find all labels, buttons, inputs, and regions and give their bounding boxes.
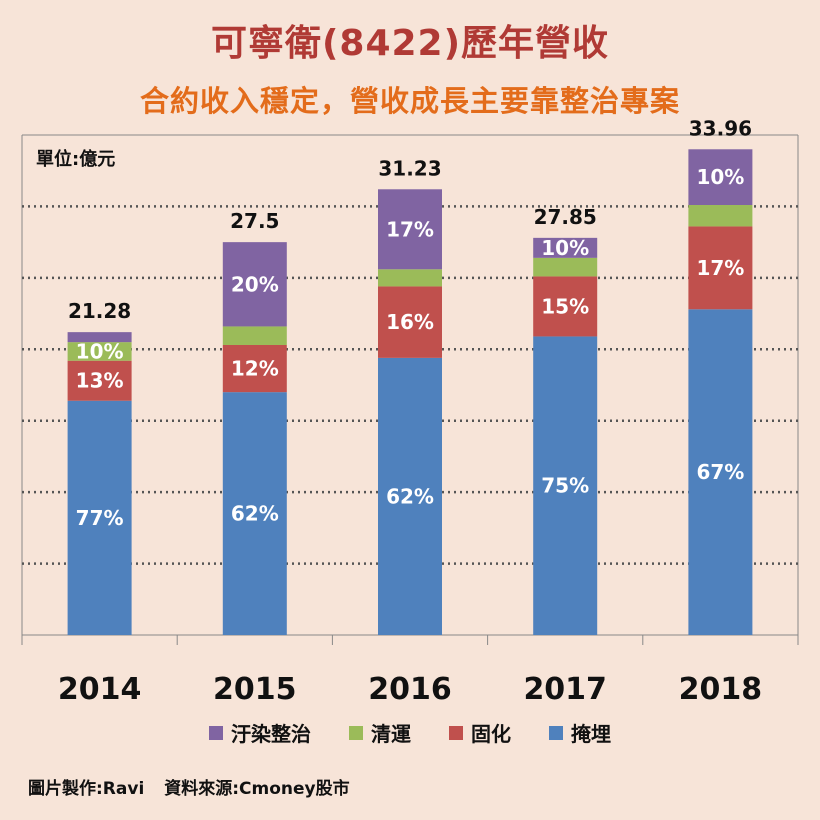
legend-swatch-pollution	[209, 725, 223, 740]
bar-segment	[378, 269, 442, 287]
segment-label: 17%	[696, 256, 744, 280]
legend-label-solidification: 固化	[471, 722, 511, 746]
x-tick-label: 2018	[679, 672, 763, 707]
footer-credit: 圖片製作:Ravi	[28, 779, 145, 799]
bar-segment	[688, 205, 753, 227]
legend-item-landfill: 掩埋	[549, 718, 611, 747]
segment-label: 67%	[696, 460, 744, 484]
bar-total-label: 31.23	[378, 156, 441, 180]
bar-segment	[378, 357, 442, 635]
segment-label: 13%	[76, 369, 124, 393]
legend-item-transport: 清運	[349, 718, 411, 747]
footer-source: 資料來源:Cmoney股市	[164, 779, 350, 799]
bar-segment	[67, 342, 132, 361]
stacked-bar-chart: 單位:億元 77% 13% 10% 21.28 2014 62% 12% 20% 27.5 2015…	[21, 116, 799, 707]
chart-subtitle: 合約收入穩定，營收成長主要靠整治專案	[139, 84, 680, 118]
bar-segment	[67, 360, 132, 401]
legend-item-pollution: 汙染整治	[209, 718, 311, 747]
segment-label: 16%	[386, 310, 434, 334]
bar-segment	[222, 326, 287, 345]
bar-total-label: 33.96	[689, 116, 752, 140]
bar-segment	[67, 400, 132, 635]
bar-segment	[222, 242, 287, 327]
legend-label-landfill: 掩埋	[571, 722, 611, 746]
legend-swatch-landfill	[549, 725, 563, 740]
legend-label-transport: 清運	[371, 722, 411, 746]
legend-swatch-solidification	[449, 725, 463, 740]
bar-segment	[533, 276, 598, 337]
footer: 圖片製作:Ravi 資料來源:Cmoney股市	[28, 774, 364, 799]
bar-segment	[688, 149, 753, 205]
segment-label: 10%	[76, 339, 124, 363]
bar-segment	[533, 336, 598, 635]
segment-label: 77%	[76, 506, 124, 530]
legend-item-solidification: 固化	[449, 718, 511, 747]
segment-label: 75%	[541, 474, 589, 498]
x-tick-label: 2016	[368, 672, 452, 707]
x-tick-label: 2015	[213, 672, 297, 707]
bar-segment	[67, 332, 132, 343]
bar-segment	[378, 286, 442, 358]
bar-segment	[378, 189, 442, 270]
unit-label: 單位:億元	[36, 148, 115, 170]
x-tick-label: 2017	[523, 672, 607, 707]
segment-label: 10%	[696, 165, 744, 189]
segment-label: 17%	[386, 217, 434, 241]
segment-label: 12%	[231, 357, 279, 381]
bar-segment	[533, 257, 598, 277]
bar-total-label: 21.28	[68, 299, 131, 323]
legend-swatch-transport	[349, 725, 363, 740]
bar-total-label: 27.5	[230, 209, 279, 233]
chart-legend: 汙染整治 清運 固化 掩埋	[0, 718, 820, 747]
segment-label: 62%	[231, 502, 279, 526]
legend-label-pollution: 汙染整治	[231, 722, 311, 746]
bar-segment	[222, 345, 287, 393]
bar-segment	[688, 309, 753, 635]
bar-total-label: 27.85	[534, 205, 597, 229]
segment-label: 20%	[231, 272, 279, 296]
bar-segment	[222, 392, 287, 635]
x-tick-label: 2014	[58, 672, 142, 707]
segment-label: 62%	[386, 484, 434, 508]
bar-segment	[533, 237, 598, 258]
chart-title: 可寧衛(8422)歷年營收	[210, 23, 610, 64]
segment-label: 15%	[541, 294, 589, 318]
segment-label: 10%	[541, 236, 589, 260]
bar-segment	[688, 226, 753, 310]
